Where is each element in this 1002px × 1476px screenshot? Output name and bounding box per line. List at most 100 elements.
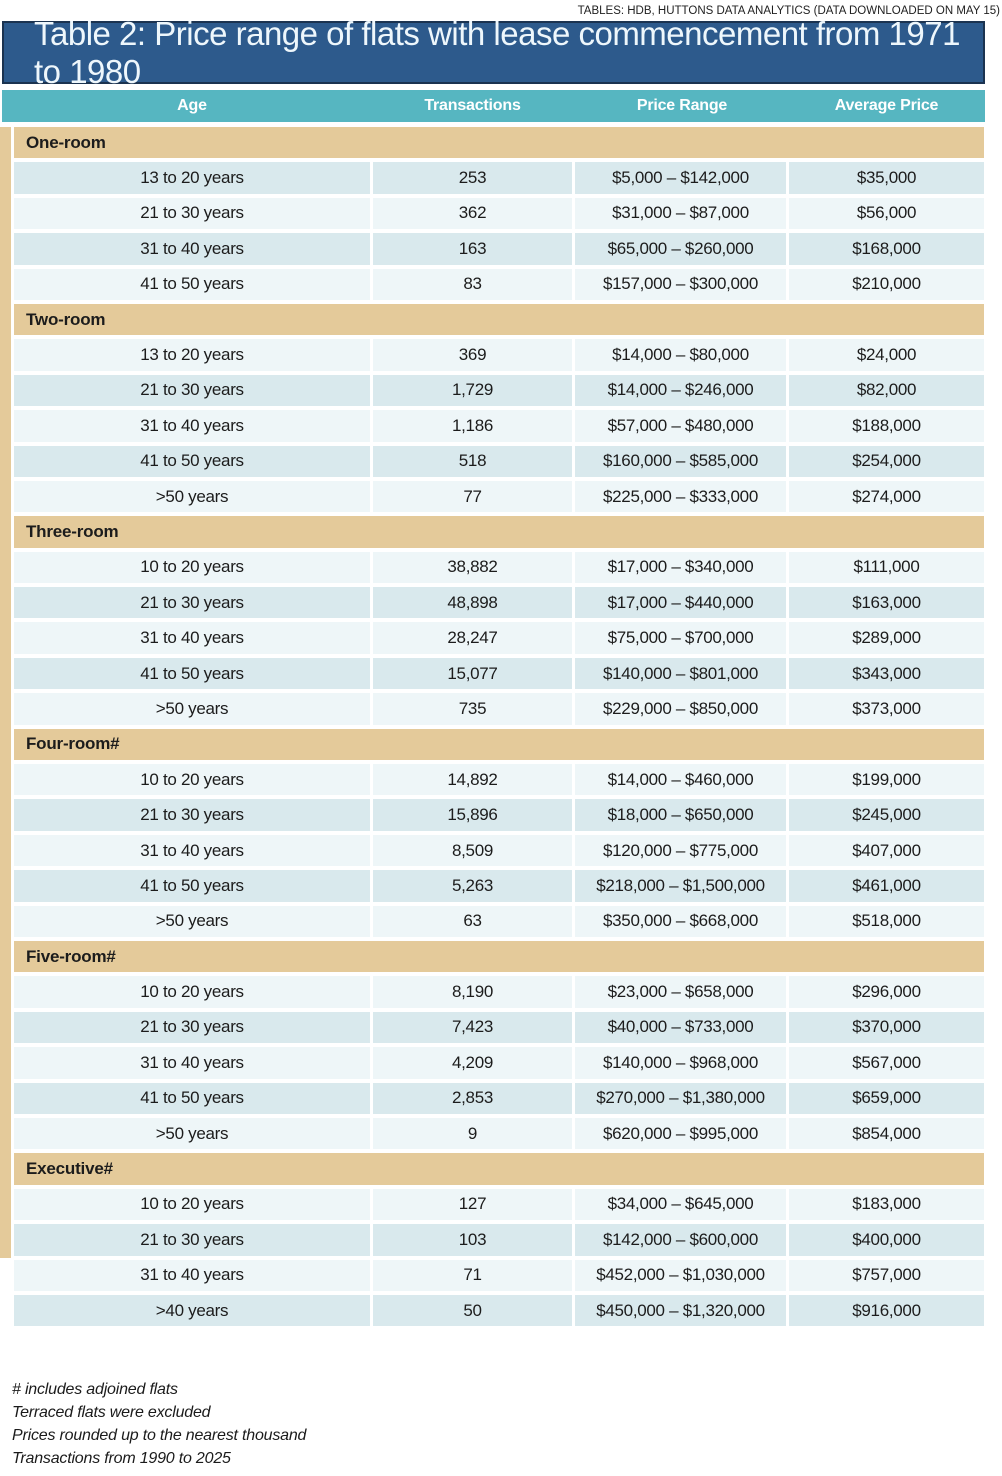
age-cell: 31 to 40 years (14, 1047, 370, 1079)
average-price-cell: $24,000 (789, 339, 984, 371)
table-row: >50 years 77 $225,000 – $333,000 $274,000 (14, 480, 984, 513)
price-range-cell: $157,000 – $300,000 (575, 268, 786, 300)
transactions-cell: 15,896 (373, 799, 572, 831)
table-row: 10 to 20 years 8,190 $23,000 – $658,000 $29… (14, 976, 984, 1008)
average-price-cell: $183,000 (789, 1188, 984, 1221)
age-cell: >40 years (14, 1294, 370, 1327)
table-row: 21 to 30 years 362 $31,000 – $87,000 $56,00… (14, 197, 984, 230)
section-header-three-room: Three-room (14, 516, 984, 548)
price-range-cell: $350,000 – $668,000 (575, 905, 786, 937)
price-range-cell: $218,000 – $1,500,000 (575, 870, 786, 902)
average-price-cell: $370,000 (789, 1011, 984, 1044)
transactions-cell: 4,209 (373, 1047, 572, 1079)
transactions-cell: 8,190 (373, 976, 572, 1008)
age-cell: 31 to 40 years (14, 410, 370, 442)
price-range-cell: $120,000 – $775,000 (575, 834, 786, 867)
table-row: 41 to 50 years 83 $157,000 – $300,000 $210,… (14, 268, 984, 300)
transactions-cell: 9 (373, 1117, 572, 1150)
table-row: 41 to 50 years 2,853 $270,000 – $1,380,000… (14, 1082, 984, 1114)
average-price-cell: $373,000 (789, 693, 984, 725)
average-price-cell: $210,000 (789, 268, 984, 300)
column-header-age: Age (177, 97, 207, 114)
price-range-cell: $34,000 – $645,000 (575, 1188, 786, 1221)
footnote-line: Prices rounded up to the nearest thousan… (12, 1427, 307, 1444)
price-range-cell: $140,000 – $968,000 (575, 1047, 786, 1079)
price-range-cell: $17,000 – $440,000 (575, 587, 786, 619)
table-row: 10 to 20 years 127 $34,000 – $645,000 $183,… (14, 1188, 984, 1221)
age-cell: 10 to 20 years (14, 551, 370, 584)
transactions-cell: 163 (373, 233, 572, 265)
price-range-cell: $225,000 – $333,000 (575, 480, 786, 513)
age-cell: 41 to 50 years (14, 870, 370, 902)
table-row: 21 to 30 years 48,898 $17,000 – $440,000 $1… (14, 587, 984, 619)
transactions-cell: 369 (373, 339, 572, 371)
transactions-cell: 127 (373, 1188, 572, 1221)
table-row: 21 to 30 years 7,423 $40,000 – $733,000 $37… (14, 1011, 984, 1044)
price-range-cell: $229,000 – $850,000 (575, 693, 786, 725)
table-row: 31 to 40 years 163 $65,000 – $260,000 $168,… (14, 233, 984, 265)
left-accent-strip (0, 127, 11, 1258)
age-cell: 21 to 30 years (14, 1011, 370, 1044)
table-row: 13 to 20 years 369 $14,000 – $80,000 $24,00… (14, 339, 984, 371)
age-cell: 31 to 40 years (14, 834, 370, 867)
price-range-cell: $75,000 – $700,000 (575, 622, 786, 654)
section-header-one-room: One-room (14, 127, 984, 159)
average-price-cell: $188,000 (789, 410, 984, 442)
age-cell: >50 years (14, 480, 370, 513)
transactions-cell: 15,077 (373, 657, 572, 690)
average-price-cell: $400,000 (789, 1224, 984, 1256)
average-price-cell: $245,000 (789, 799, 984, 831)
age-cell: 21 to 30 years (14, 197, 370, 230)
source-note: TABLES: HDB, HUTTONS DATA ANALYTICS (DAT… (577, 5, 1000, 17)
table-row: >50 years 63 $350,000 – $668,000 $518,000 (14, 905, 984, 937)
average-price-cell: $343,000 (789, 657, 984, 690)
average-price-cell: $518,000 (789, 905, 984, 937)
transactions-cell: 7,423 (373, 1011, 572, 1044)
table-row: >40 years 50 $450,000 – $1,320,000 $916,000 (14, 1294, 984, 1327)
footnotes: # includes adjoined flats Terraced flats … (12, 1378, 306, 1470)
table-row: 21 to 30 years 103 $142,000 – $600,000 $400… (14, 1224, 984, 1256)
average-price-cell: $916,000 (789, 1294, 984, 1327)
price-range-cell: $620,000 – $995,000 (575, 1117, 786, 1150)
transactions-cell: 38,882 (373, 551, 572, 584)
age-cell: 31 to 40 years (14, 622, 370, 654)
price-range-cell: $450,000 – $1,320,000 (575, 1294, 786, 1327)
average-price-cell: $757,000 (789, 1259, 984, 1291)
table-row: 31 to 40 years 71 $452,000 – $1,030,000 $75… (14, 1259, 984, 1291)
average-price-cell: $56,000 (789, 197, 984, 230)
average-price-cell: $407,000 (789, 834, 984, 867)
transactions-cell: 71 (373, 1259, 572, 1291)
footnote-line: Transactions from 1990 to 2025 (12, 1450, 231, 1467)
average-price-cell: $274,000 (789, 480, 984, 513)
transactions-cell: 28,247 (373, 622, 572, 654)
price-range-cell: $65,000 – $260,000 (575, 233, 786, 265)
age-cell: 31 to 40 years (14, 233, 370, 265)
transactions-cell: 735 (373, 693, 572, 725)
age-cell: 13 to 20 years (14, 162, 370, 194)
age-cell: 10 to 20 years (14, 764, 370, 796)
transactions-cell: 1,729 (373, 374, 572, 407)
age-cell: 21 to 30 years (14, 799, 370, 831)
table-row: 13 to 20 years 253 $5,000 – $142,000 $35,00… (14, 162, 984, 194)
age-cell: >50 years (14, 905, 370, 937)
age-cell: 41 to 50 years (14, 445, 370, 477)
price-range-cell: $31,000 – $87,000 (575, 197, 786, 230)
average-price-cell: $168,000 (789, 233, 984, 265)
transactions-cell: 14,892 (373, 764, 572, 796)
average-price-cell: $254,000 (789, 445, 984, 477)
table-row: 21 to 30 years 1,729 $14,000 – $246,000 $82… (14, 374, 984, 407)
column-header-average-price: Average Price (834, 97, 939, 114)
average-price-cell: $199,000 (789, 764, 984, 796)
price-range-cell: $18,000 – $650,000 (575, 799, 786, 831)
section-header-two-room: Two-room (14, 303, 984, 336)
table-row: 31 to 40 years 1,186 $57,000 – $480,000 $18… (14, 410, 984, 442)
age-cell: 21 to 30 years (14, 587, 370, 619)
price-range-cell: $140,000 – $801,000 (575, 657, 786, 690)
page-title: Table 2: Price range of flats with lease… (34, 14, 960, 90)
price-range-cell: $23,000 – $658,000 (575, 976, 786, 1008)
price-range-cell: $5,000 – $142,000 (575, 162, 786, 194)
table-column-header: Age Transactions Price Range Average Pri… (2, 90, 985, 122)
average-price-cell: $82,000 (789, 374, 984, 407)
age-cell: 10 to 20 years (14, 976, 370, 1008)
